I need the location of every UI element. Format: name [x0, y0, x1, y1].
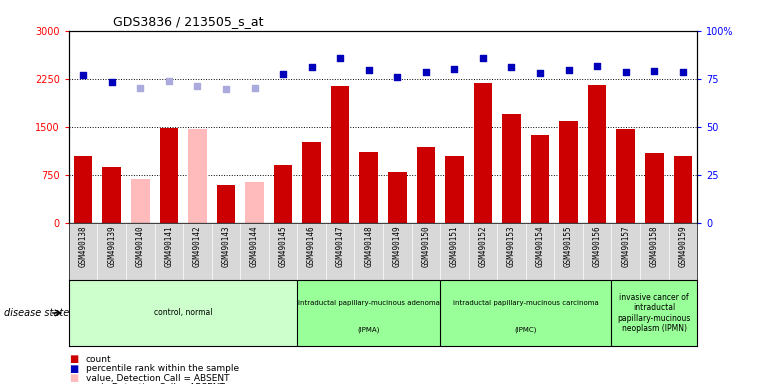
Text: GSM490154: GSM490154 [535, 226, 545, 267]
Point [106, 79, 118, 85]
Text: GSM490140: GSM490140 [136, 226, 145, 267]
Bar [331, 86, 349, 223]
Bar [588, 85, 607, 223]
Text: GSM490143: GSM490143 [221, 226, 231, 267]
Text: (IPMC): (IPMC) [515, 326, 537, 333]
Bar [673, 156, 692, 223]
Text: ■: ■ [69, 373, 78, 383]
Text: rank, Detection Call = ABSENT: rank, Detection Call = ABSENT [86, 383, 224, 384]
Point [534, 70, 546, 76]
Text: GSM490151: GSM490151 [450, 226, 459, 267]
Bar [103, 167, 121, 223]
Bar [559, 121, 578, 223]
Bar [531, 135, 549, 223]
Bar [303, 142, 321, 223]
Text: value, Detection Call = ABSENT: value, Detection Call = ABSENT [86, 374, 229, 383]
Point [277, 71, 290, 77]
Text: GSM490139: GSM490139 [107, 226, 116, 267]
Bar [131, 179, 149, 223]
Bar [611, 280, 697, 346]
Text: disease state: disease state [4, 308, 69, 318]
Point [192, 83, 204, 89]
Bar [445, 156, 463, 223]
Text: GSM490149: GSM490149 [393, 226, 402, 267]
Text: GSM490159: GSM490159 [678, 226, 687, 267]
Text: GSM490144: GSM490144 [250, 226, 259, 267]
Text: GSM490141: GSM490141 [165, 226, 173, 267]
Point [476, 55, 489, 61]
Text: percentile rank within the sample: percentile rank within the sample [86, 364, 239, 373]
Point [162, 78, 175, 84]
Point [506, 63, 518, 70]
Text: GSM490152: GSM490152 [479, 226, 487, 267]
Text: GSM490147: GSM490147 [336, 226, 345, 267]
Point [77, 72, 90, 78]
Bar [69, 280, 297, 346]
Bar [359, 152, 378, 223]
Text: GSM490150: GSM490150 [421, 226, 430, 267]
Point [334, 55, 346, 61]
Text: GSM490155: GSM490155 [564, 226, 573, 267]
Point [220, 86, 232, 92]
Bar [388, 172, 407, 223]
Point [648, 68, 660, 74]
Text: GSM490156: GSM490156 [593, 226, 601, 267]
Bar [473, 83, 493, 223]
Point [448, 66, 460, 72]
Bar [159, 128, 178, 223]
Text: GSM490142: GSM490142 [193, 226, 202, 267]
Text: ■: ■ [69, 354, 78, 364]
Text: intraductal papillary-mucinous carcinoma: intraductal papillary-mucinous carcinoma [453, 300, 599, 306]
Text: count: count [86, 354, 111, 364]
Bar [245, 182, 264, 223]
Bar [440, 280, 611, 346]
Point [306, 63, 318, 70]
Bar [217, 185, 235, 223]
Text: ■: ■ [69, 364, 78, 374]
Text: GSM490148: GSM490148 [364, 226, 373, 267]
Text: GSM490145: GSM490145 [279, 226, 287, 267]
Text: (IPMA): (IPMA) [358, 326, 380, 333]
Text: intraductal papillary-mucinous adenoma: intraductal papillary-mucinous adenoma [298, 300, 440, 306]
Point [676, 69, 689, 75]
Bar [273, 165, 293, 223]
Point [362, 67, 375, 73]
Point [134, 85, 146, 91]
Text: GSM490153: GSM490153 [507, 226, 516, 267]
Bar [297, 280, 440, 346]
Text: invasive cancer of
intraductal
papillary-mucinous
neoplasm (IPMN): invasive cancer of intraductal papillary… [617, 293, 691, 333]
Text: GSM490146: GSM490146 [307, 226, 316, 267]
Text: GSM490138: GSM490138 [79, 226, 88, 267]
Bar [188, 129, 207, 223]
Text: control, normal: control, normal [154, 308, 212, 318]
Bar [617, 129, 635, 223]
Text: GDS3836 / 213505_s_at: GDS3836 / 213505_s_at [113, 15, 264, 28]
Point [591, 63, 604, 69]
Point [620, 69, 632, 75]
Point [248, 84, 260, 91]
Bar [502, 114, 521, 223]
Point [562, 67, 574, 73]
Bar [74, 156, 93, 223]
Text: ■: ■ [69, 383, 78, 384]
Point [420, 69, 432, 75]
Text: GSM490158: GSM490158 [650, 226, 659, 267]
Bar [417, 147, 435, 223]
Text: GSM490157: GSM490157 [621, 226, 630, 267]
Bar [645, 153, 663, 223]
Point [391, 74, 404, 81]
